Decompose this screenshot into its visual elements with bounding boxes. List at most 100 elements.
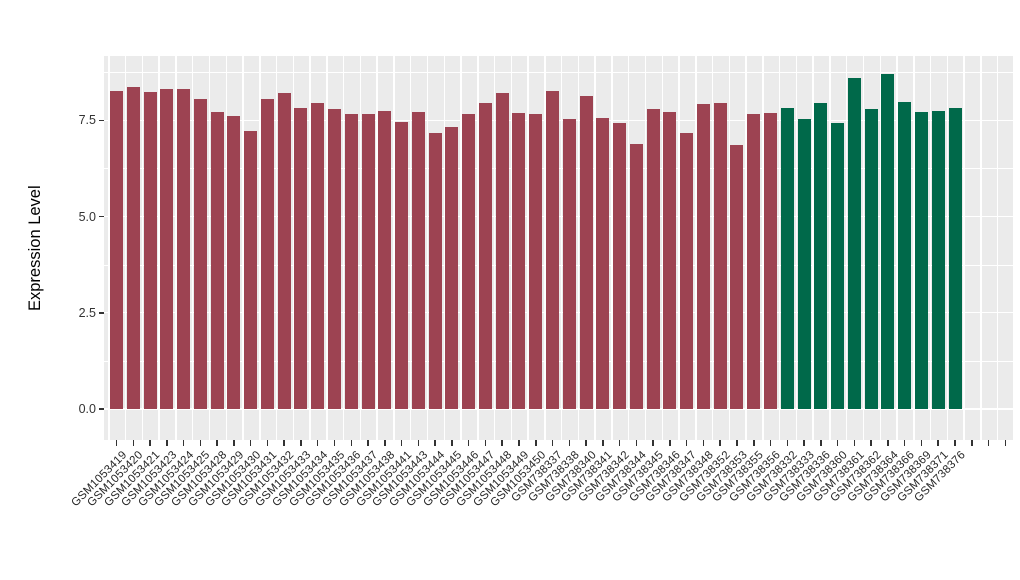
gridline-vertical — [208, 56, 211, 440]
gridline-vertical — [359, 56, 362, 440]
gridline-vertical — [443, 56, 445, 440]
x-tick-mark — [769, 440, 772, 446]
gridline-horizontal-major — [104, 408, 1013, 410]
gridline-vertical — [762, 56, 764, 440]
y-tick-mark — [98, 312, 104, 314]
x-tick-mark — [870, 440, 872, 446]
bar — [814, 102, 828, 409]
bar — [328, 109, 341, 409]
bar — [210, 111, 224, 409]
gridline-vertical — [678, 56, 680, 440]
gridline-vertical — [795, 56, 798, 440]
bar — [462, 113, 476, 409]
x-tick-mark — [987, 440, 990, 446]
x-tick-mark — [518, 440, 520, 446]
bar — [713, 102, 727, 409]
bar — [428, 132, 442, 409]
x-tick-mark — [182, 440, 185, 446]
bar — [110, 90, 123, 409]
bar — [898, 101, 912, 409]
x-tick-mark — [535, 440, 537, 446]
x-tick-mark — [132, 440, 135, 446]
bar — [227, 116, 241, 409]
x-tick-mark — [820, 440, 822, 446]
x-tick-mark — [937, 440, 939, 446]
bar — [696, 103, 710, 409]
x-tick-mark — [233, 440, 235, 446]
gridline-vertical — [661, 56, 664, 440]
bar — [395, 122, 409, 409]
gridline-vertical — [158, 56, 160, 440]
gridline-vertical — [845, 56, 848, 440]
y-tick-label: 0.0 — [78, 402, 96, 416]
bar — [663, 111, 677, 409]
x-tick-mark — [467, 440, 470, 446]
gridline-vertical — [493, 56, 496, 440]
x-tick-mark — [400, 440, 403, 446]
x-tick-mark — [333, 440, 336, 446]
x-tick-mark — [585, 440, 587, 446]
bar — [797, 119, 811, 409]
x-tick-mark — [719, 440, 721, 446]
x-tick-mark — [954, 440, 956, 446]
gridline-vertical — [711, 56, 714, 440]
bar — [126, 86, 140, 409]
bar — [361, 114, 375, 409]
gridline-vertical — [929, 56, 932, 440]
y-tick-mark — [98, 408, 104, 410]
gridline-vertical — [644, 56, 647, 440]
gridline-vertical — [728, 56, 731, 440]
gridline-vertical — [292, 56, 295, 440]
bar — [780, 107, 794, 409]
y-tick-mark — [98, 215, 104, 218]
bar — [864, 109, 878, 409]
gridline-vertical — [980, 56, 982, 440]
gridline-vertical — [124, 56, 127, 440]
x-tick-mark — [417, 440, 420, 446]
x-tick-mark — [652, 440, 654, 446]
bar — [529, 113, 543, 409]
gridline-vertical — [812, 56, 814, 440]
gridline-vertical — [141, 56, 144, 440]
bar — [730, 145, 744, 409]
x-tick-mark — [384, 440, 386, 446]
gridline-vertical — [996, 56, 999, 440]
bar — [646, 109, 660, 409]
gridline-vertical — [527, 56, 529, 440]
bar — [311, 102, 325, 409]
x-tick-mark — [602, 440, 604, 446]
gridline-vertical — [829, 56, 831, 440]
bar — [881, 74, 895, 409]
gridline-vertical — [460, 56, 462, 440]
x-tick-mark — [635, 440, 638, 446]
y-tick-label: 7.5 — [78, 113, 96, 128]
x-tick-mark — [836, 440, 839, 446]
x-tick-mark — [166, 440, 168, 446]
gridline-horizontal-minor — [104, 72, 1013, 73]
bar — [495, 92, 509, 409]
y-tick-label: 5.0 — [78, 209, 96, 224]
gridline-vertical — [913, 56, 915, 440]
x-tick-mark — [803, 440, 805, 446]
gridline-vertical — [409, 56, 412, 440]
x-tick-mark — [199, 440, 202, 446]
bar — [143, 91, 157, 409]
bar — [445, 127, 459, 409]
gridline-vertical — [242, 56, 244, 440]
x-tick-mark — [266, 440, 269, 446]
x-tick-mark — [786, 440, 789, 446]
x-tick-mark — [216, 440, 218, 446]
x-tick-mark — [484, 440, 487, 446]
x-tick-mark — [300, 440, 302, 446]
bar — [747, 113, 761, 409]
x-tick-mark — [149, 440, 151, 446]
x-tick-mark — [367, 440, 369, 446]
bar — [244, 131, 258, 409]
gridline-vertical — [627, 56, 630, 440]
x-tick-mark — [568, 440, 571, 446]
x-tick-mark — [736, 440, 738, 446]
bar — [294, 107, 308, 409]
bar — [931, 111, 945, 409]
x-tick-mark — [887, 440, 889, 446]
y-tick-label: 2.5 — [78, 305, 96, 320]
